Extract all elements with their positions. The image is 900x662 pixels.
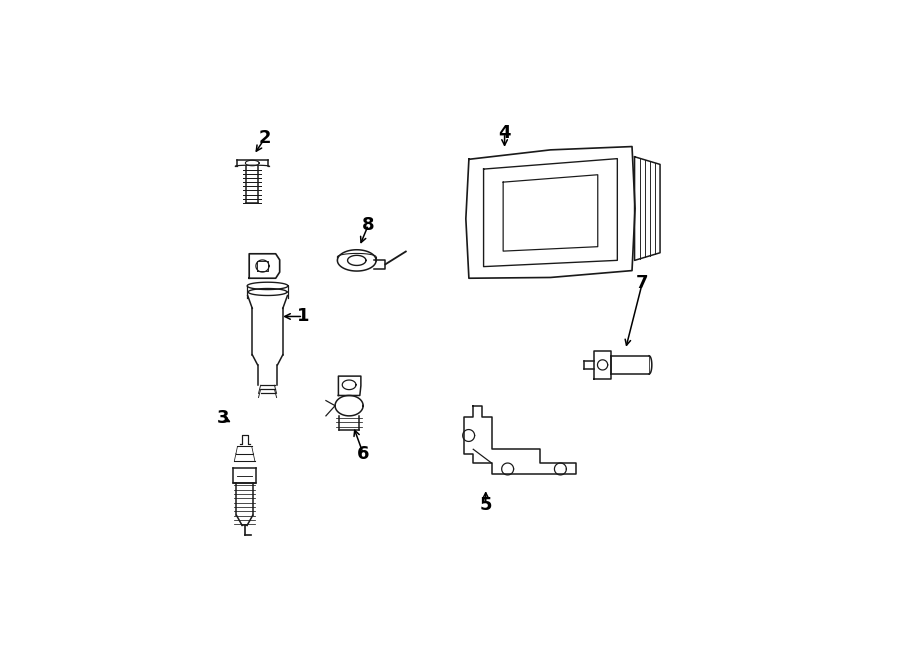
Text: 8: 8 xyxy=(362,216,374,234)
Text: 7: 7 xyxy=(636,274,649,293)
Text: 6: 6 xyxy=(357,445,370,463)
Text: 5: 5 xyxy=(480,496,492,514)
Text: 4: 4 xyxy=(499,124,511,142)
Text: 2: 2 xyxy=(259,129,271,147)
Text: 1: 1 xyxy=(297,307,310,326)
Text: 3: 3 xyxy=(217,409,230,428)
